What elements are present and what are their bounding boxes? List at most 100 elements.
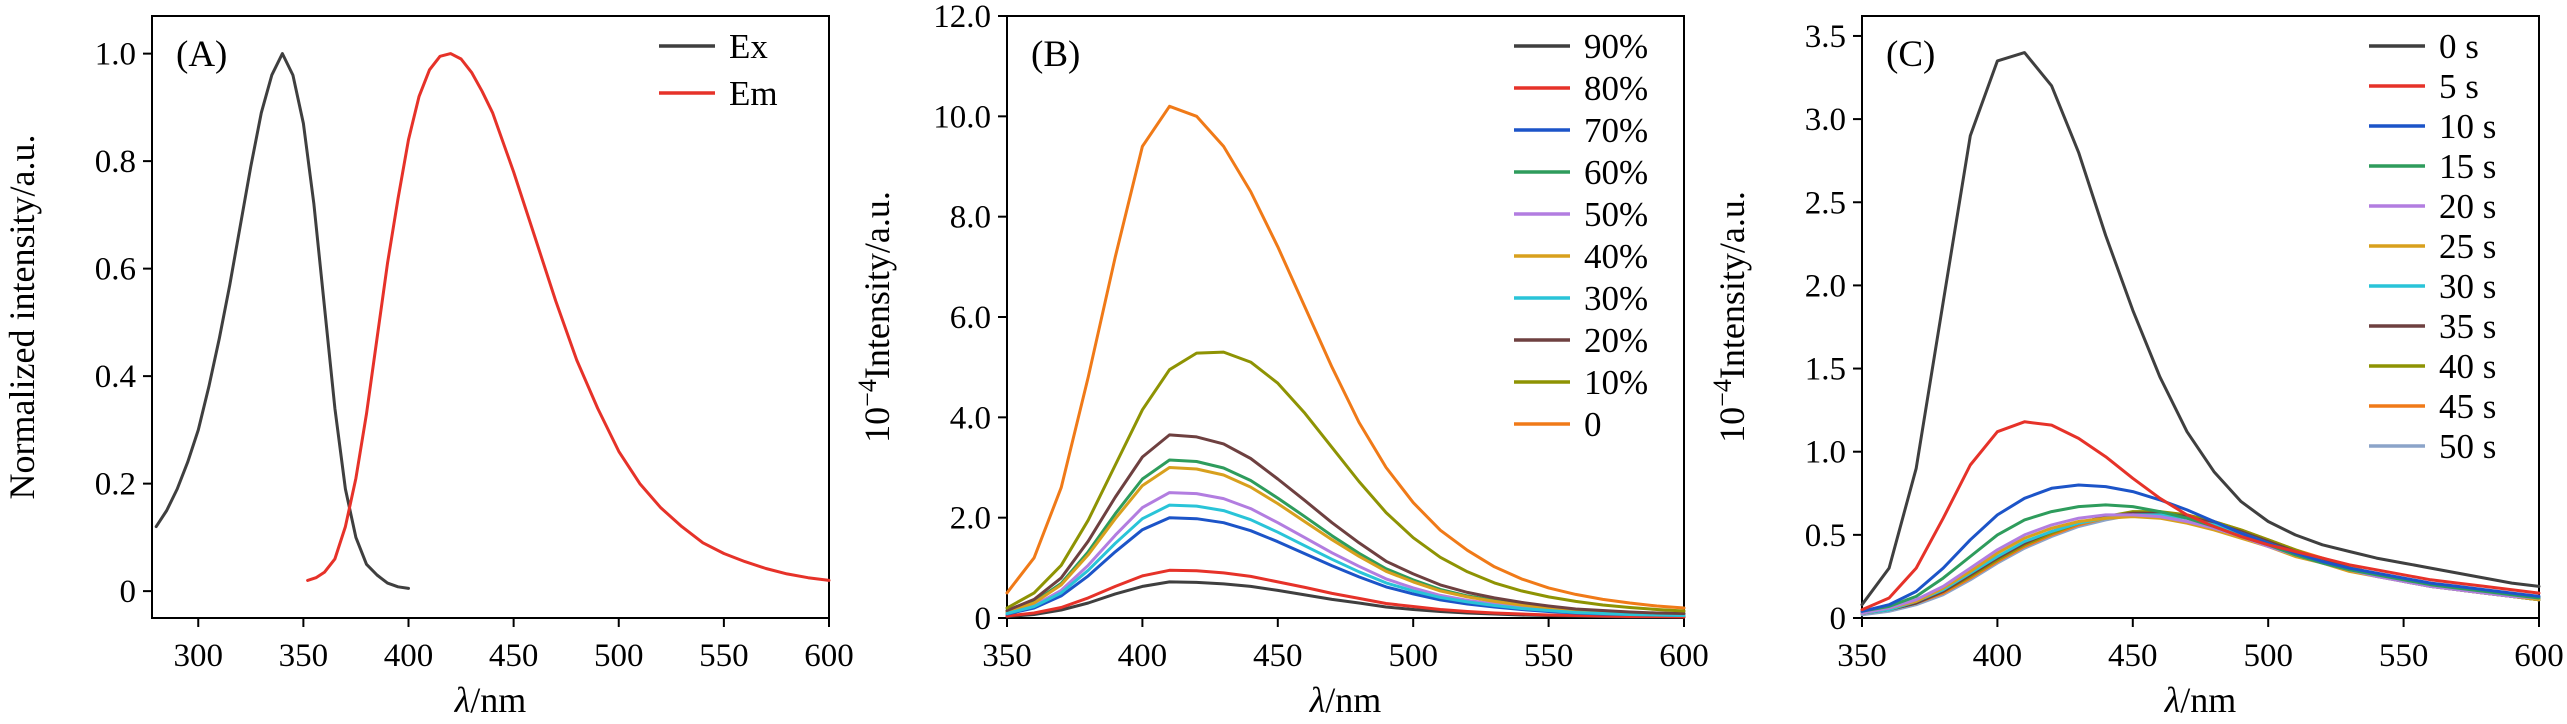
legend-label: 90% (1584, 27, 1648, 66)
y-axis-label: 10−4Intensity/a.u. (1710, 191, 1752, 443)
series-30s (1860, 513, 2541, 615)
series-Ex (154, 52, 410, 590)
x-tick-label: 450 (1253, 638, 1303, 674)
series-0s (1860, 51, 2541, 607)
x-axis-label: λ/nm (1309, 680, 1382, 720)
series-60 (1005, 458, 1686, 616)
y-tick-label: 4.0 (950, 400, 991, 436)
series-40 (1005, 466, 1686, 616)
legend-label: 20% (1584, 321, 1648, 360)
legend-label: Em (729, 74, 778, 113)
series-10 (1005, 350, 1686, 613)
legend-item: 30% (1514, 279, 1648, 318)
y-tick-label: 10.0 (933, 99, 991, 135)
x-tick-label: 500 (2243, 638, 2293, 674)
panel-a: 300 350 400 450 500 550 600 0 0.2 0.4 0.6 0.8 1.0 λ/n… (0, 0, 855, 724)
y-tick-label: 2.5 (1805, 185, 1846, 221)
legend-label: 40% (1584, 237, 1648, 276)
series-30 (1005, 503, 1686, 617)
panel-c: 350 400 450 500 550 600 0 0.5 1.0 1.5 2.0 2.5 3.0 3.5… (1710, 0, 2565, 724)
y-tick-label: 0 (120, 574, 137, 610)
legend-label: 15 s (2439, 147, 2496, 186)
x-axis-label: λ/nm (454, 680, 527, 720)
y-tick-label: 8.0 (950, 200, 991, 236)
x-tick-label: 600 (2514, 638, 2564, 674)
series-15s (1860, 503, 2541, 613)
y-tick-label: 2.0 (1805, 268, 1846, 304)
legend-item: 10 s (2369, 107, 2496, 146)
legend-item: 0 (1514, 405, 1602, 444)
chart-a-canvas: 300 350 400 450 500 550 600 0 0.2 0.4 0.6 0.8 1.0 λ/n… (2, 15, 854, 720)
y-tick-label: 3.0 (1805, 102, 1846, 138)
x-tick-label: 400 (1118, 638, 1168, 674)
y-axis-label: Normalized intensity/a.u. (2, 135, 42, 500)
legend-label: 0 (1584, 405, 1602, 444)
series-50s (1860, 513, 2541, 617)
legend-item: 40% (1514, 237, 1648, 276)
series-10s (1860, 483, 2541, 613)
legend-item: 45 s (2369, 387, 2496, 426)
x-axis-label: λ/nm (2164, 680, 2237, 720)
legend-label: 40 s (2439, 347, 2496, 386)
legend-item: 70% (1514, 111, 1648, 150)
x-tick-label: 550 (2379, 638, 2429, 674)
legend-item: 20% (1514, 321, 1648, 360)
x-tick-label: 550 (1524, 638, 1574, 674)
chart-b-canvas: 350 400 450 500 550 600 0 2.0 4.0 6.0 8.0 10.0 12.0 λ… (855, 0, 1709, 720)
panel-label: (B) (1031, 34, 1080, 75)
x-tick-label: 350 (1837, 638, 1887, 674)
legend-label: 20 s (2439, 187, 2496, 226)
legend-item: 50% (1514, 195, 1648, 234)
legend-label: 60% (1584, 153, 1648, 192)
plot-frame (1861, 15, 2540, 619)
legend-label: 10% (1584, 363, 1648, 402)
legend-label: 30% (1584, 279, 1648, 318)
y-tick-label: 1.5 (1805, 352, 1846, 388)
legend-item: 35 s (2369, 307, 2496, 346)
legend-item: 10% (1514, 363, 1648, 402)
plot-frame (151, 15, 830, 619)
series-20 (1005, 433, 1686, 615)
x-tick-label: 550 (699, 638, 749, 674)
series-80 (1005, 568, 1686, 619)
y-tick-label: 3.5 (1805, 19, 1846, 55)
y-tick-label: 6.0 (950, 300, 991, 336)
y-tick-label: 0.4 (95, 359, 136, 395)
y-tick-label: 1.0 (95, 37, 136, 73)
y-axis-label: 10−4Intensity/a.u. (855, 191, 897, 443)
legend-item: 60% (1514, 153, 1648, 192)
panel-label: (A) (176, 34, 227, 75)
series-25s (1860, 515, 2541, 615)
legend-item: 40 s (2369, 347, 2496, 386)
x-tick-label: 450 (489, 638, 539, 674)
series-0 (1005, 104, 1686, 610)
y-tick-label: 0 (975, 601, 992, 637)
series-5s (1860, 420, 2541, 612)
y-tick-label: 0 (1830, 601, 1847, 637)
x-tick-label: 500 (594, 638, 644, 674)
y-tick-label: 0.2 (95, 467, 136, 503)
legend-label: 50 s (2439, 427, 2496, 466)
legend-item: 90% (1514, 27, 1648, 66)
legend-label: 80% (1584, 69, 1648, 108)
x-tick-label: 400 (1973, 638, 2023, 674)
legend-label: 10 s (2439, 107, 2496, 146)
legend-item: 20 s (2369, 187, 2496, 226)
x-tick-label: 600 (1659, 638, 1709, 674)
legend-label: 0 s (2439, 27, 2479, 66)
x-tick-label: 350 (279, 638, 329, 674)
legend-label: 45 s (2439, 387, 2496, 426)
legend-label: 35 s (2439, 307, 2496, 346)
x-tick-label: 350 (982, 638, 1032, 674)
series-Em (306, 52, 831, 582)
y-tick-label: 2.0 (950, 501, 991, 537)
legend-label: 25 s (2439, 227, 2496, 266)
panel-label: (C) (1886, 34, 1935, 75)
legend-label: 30 s (2439, 267, 2496, 306)
legend-label: Ex (729, 27, 768, 66)
legend-item: 50 s (2369, 427, 2496, 466)
panel-b: 350 400 450 500 550 600 0 2.0 4.0 6.0 8.0 10.0 12.0 λ… (855, 0, 1710, 724)
legend-label: 70% (1584, 111, 1648, 150)
y-tick-label: 1.0 (1805, 435, 1846, 471)
